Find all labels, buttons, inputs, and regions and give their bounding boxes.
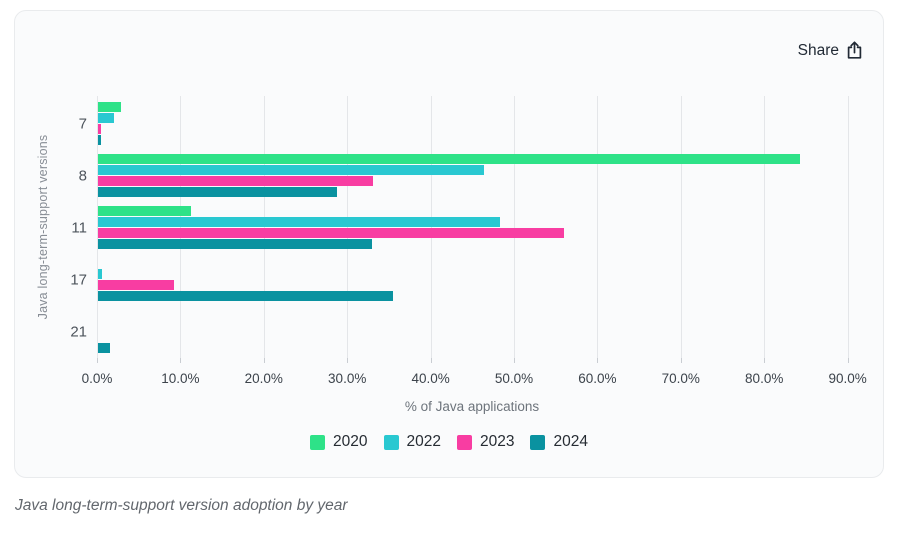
- legend-label-2024: 2024: [553, 433, 588, 450]
- bar-chart: Java long-term-support versions 7 8 11 17 21…: [15, 11, 883, 477]
- x-tick-mark: [97, 358, 98, 363]
- bar-java8-2022[interactable]: [98, 165, 485, 175]
- bar-java8-2024[interactable]: [98, 187, 338, 197]
- x-tick-label: 90.0%: [828, 371, 867, 386]
- bar-java8-2020[interactable]: [98, 154, 801, 164]
- gridline: [847, 96, 849, 358]
- gridline: [764, 96, 766, 358]
- share-label: Share: [797, 41, 839, 59]
- legend-label-2022: 2022: [406, 433, 441, 450]
- legend-swatch-2020: [310, 434, 326, 450]
- legend-swatch-2023: [457, 434, 472, 450]
- x-tick-mark: [764, 358, 766, 363]
- y-category-label: 17: [70, 271, 87, 288]
- share-icon: [847, 41, 862, 59]
- x-tick-mark: [263, 358, 265, 363]
- plot-area: [97, 96, 859, 358]
- x-tick-mark: [680, 358, 682, 363]
- bar-java17-2023[interactable]: [98, 280, 174, 290]
- x-tick-label: 50.0%: [494, 371, 534, 386]
- x-tick-mark: [597, 358, 599, 363]
- x-tick-label: 70.0%: [661, 371, 700, 386]
- x-tick-label: 10.0%: [161, 371, 200, 386]
- legend-item-2023[interactable]: 2023: [457, 433, 514, 451]
- bar-java17-2022[interactable]: [98, 269, 103, 279]
- legend: 2020 2022 2023 2024: [15, 433, 883, 451]
- gridline: [97, 96, 98, 358]
- x-axis-title: % of Java applications: [404, 399, 540, 414]
- bar-java11-2024[interactable]: [98, 239, 372, 249]
- x-tick-label: 0.0%: [81, 371, 113, 386]
- bar-java17-2024[interactable]: [98, 291, 394, 301]
- bar-java7-2023[interactable]: [98, 124, 102, 134]
- x-tick-mark: [347, 358, 349, 363]
- x-axis: 0.0% 10.0% 20.0% 30.0% 40.0% 50.0% 60.0% 70.0% 8…: [82, 358, 867, 398]
- chart-caption: Java long-term-support version adoption …: [15, 497, 348, 514]
- y-category-label: 11: [71, 219, 87, 236]
- gridline: [680, 96, 682, 358]
- legend-item-2024[interactable]: 2024: [530, 433, 588, 451]
- legend-swatch-2022: [383, 434, 399, 450]
- legend-label-2020: 2020: [333, 433, 368, 450]
- gridline: [597, 96, 599, 358]
- bar-java11-2023[interactable]: [98, 228, 565, 238]
- share-button[interactable]: Share: [798, 41, 863, 60]
- x-tick-mark: [180, 358, 182, 363]
- y-category-label: 7: [78, 115, 87, 132]
- x-tick-mark: [847, 358, 849, 363]
- bar-java7-2020[interactable]: [98, 102, 121, 112]
- bar-java7-2024[interactable]: [98, 135, 101, 145]
- x-tick-label: 30.0%: [328, 371, 367, 386]
- gridline: [347, 96, 349, 358]
- x-tick-mark: [430, 358, 432, 363]
- y-category-label: 8: [78, 167, 87, 184]
- bar-java8-2023[interactable]: [98, 176, 374, 186]
- bar-java7-2022[interactable]: [98, 113, 114, 123]
- gridline: [514, 96, 515, 358]
- legend-swatch-2024: [530, 434, 546, 450]
- gridline: [430, 96, 432, 358]
- legend-item-2022[interactable]: 2022: [383, 433, 441, 451]
- gridline: [263, 96, 265, 358]
- legend-label-2023: 2023: [480, 433, 515, 450]
- x-tick-label: 60.0%: [578, 371, 617, 386]
- x-tick-label: 80.0%: [745, 371, 784, 386]
- bar-java21-2024[interactable]: [98, 343, 110, 353]
- bar-java11-2020[interactable]: [98, 206, 191, 216]
- y-axis-categories: 7 8 11 17 21: [15, 96, 87, 358]
- x-tick-label: 20.0%: [244, 371, 283, 386]
- x-tick-mark: [514, 358, 515, 363]
- x-tick-label: 40.0%: [411, 371, 450, 386]
- gridline: [180, 96, 182, 358]
- bar-java11-2022[interactable]: [98, 217, 500, 227]
- y-category-label: 21: [70, 323, 87, 340]
- legend-item-2020[interactable]: 2020: [310, 433, 368, 451]
